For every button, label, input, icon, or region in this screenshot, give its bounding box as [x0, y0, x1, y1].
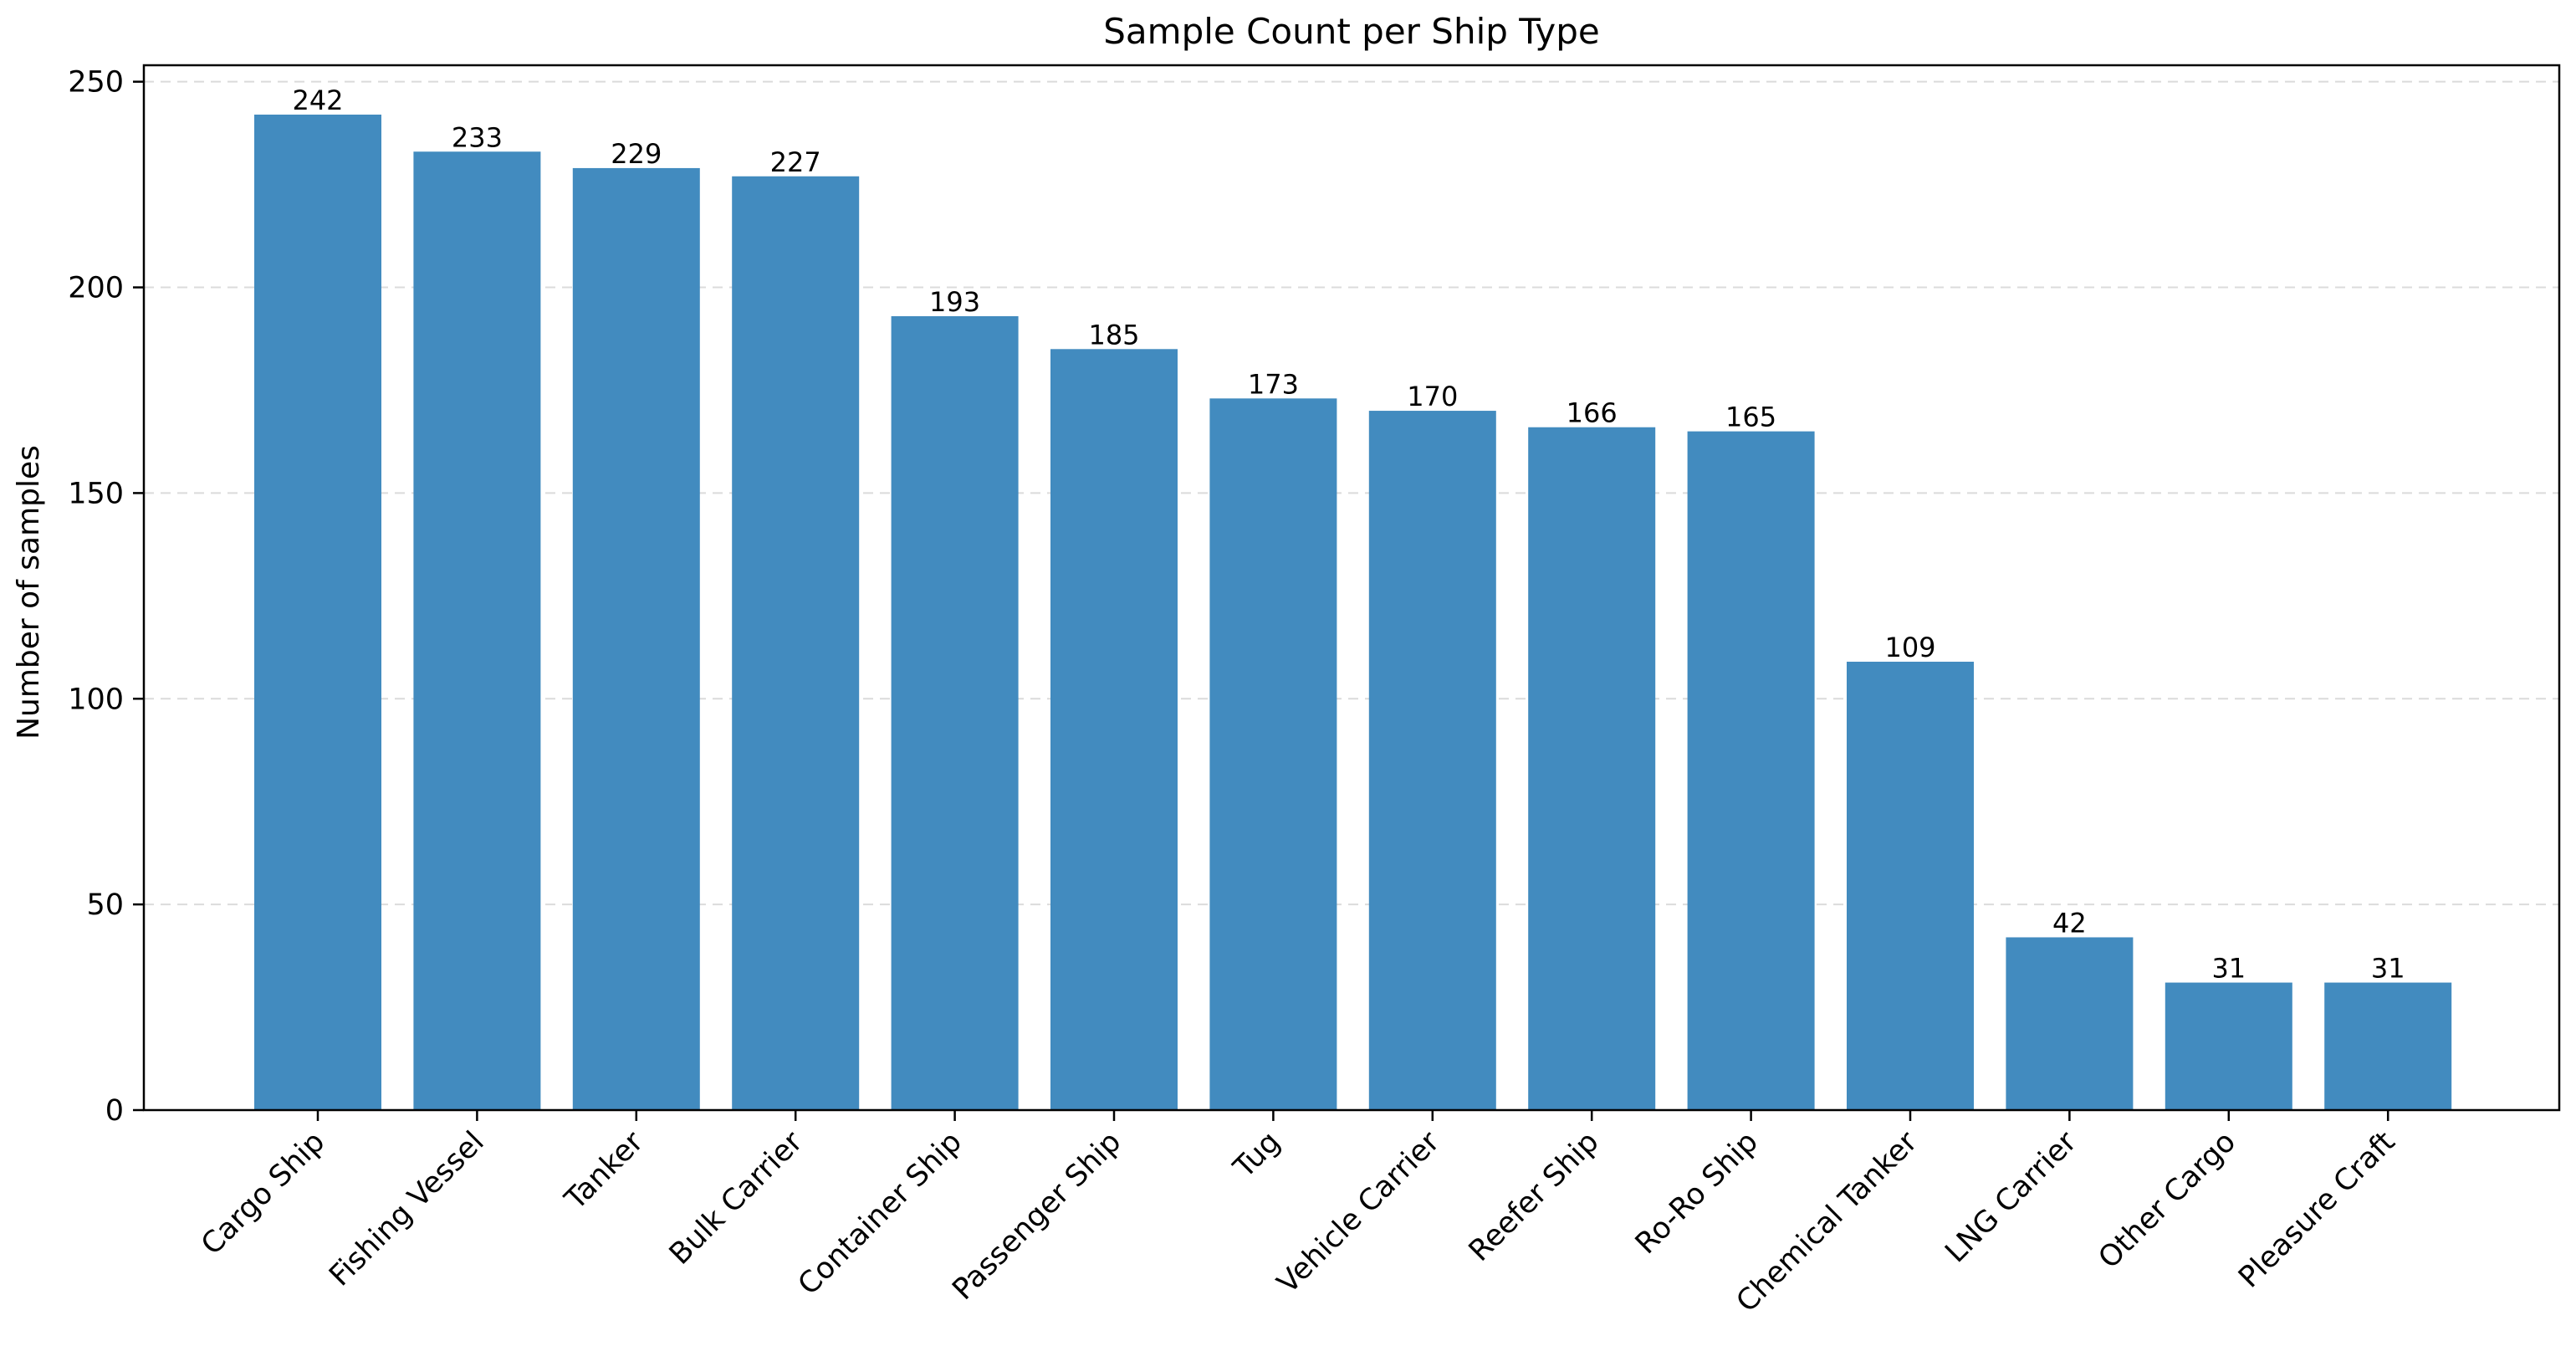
bar: [2006, 937, 2134, 1110]
bar: [891, 315, 1019, 1111]
y-tick-label: 150: [68, 477, 124, 510]
bars: [254, 115, 2452, 1111]
bar-value-label: 242: [292, 84, 343, 116]
bar: [1528, 427, 1656, 1111]
bar: [1209, 398, 1337, 1110]
y-axis-ticks: 0 50 100 150 200 250: [68, 66, 144, 1128]
y-tick-label: 100: [68, 683, 124, 716]
bar-value-label: 185: [1088, 319, 1139, 351]
bar: [2324, 982, 2452, 1110]
bar-value-label: 173: [1248, 368, 1299, 400]
bar-value-label: 233: [452, 121, 503, 153]
bar-value-label: 31: [2371, 953, 2405, 985]
bar: [1050, 349, 1178, 1110]
y-axis-label: Number of samples: [12, 445, 46, 740]
bar: [2165, 982, 2292, 1110]
bar-value-label: 165: [1725, 402, 1776, 433]
bar: [1847, 662, 1974, 1110]
bar: [254, 115, 381, 1111]
bar-value-label: 109: [1884, 632, 1935, 663]
bar: [732, 176, 860, 1111]
bar-value-label: 31: [2211, 953, 2246, 985]
y-tick-label: 250: [68, 66, 124, 100]
bar-value-label: 229: [611, 138, 662, 170]
bar-value-labels: 242 233 229 227 193 185 173 170 166 165 109 42 31 31: [292, 84, 2405, 985]
bar: [1368, 411, 1496, 1110]
bar-value-label: 170: [1407, 381, 1458, 412]
bar-value-label: 166: [1567, 397, 1618, 429]
chart-title: Sample Count per Ship Type: [1103, 11, 1599, 52]
y-tick-label: 200: [68, 272, 124, 305]
bar-value-label: 227: [770, 146, 821, 178]
bar-value-label: 193: [929, 286, 980, 318]
bar-value-label: 42: [2052, 907, 2087, 939]
y-tick-label: 0: [105, 1094, 124, 1128]
bar: [413, 151, 541, 1110]
y-tick-label: 50: [86, 888, 124, 922]
bar: [572, 167, 700, 1110]
plot-area-frame: [142, 64, 2561, 1112]
y-grid: [144, 80, 2559, 906]
bar: [1687, 431, 1815, 1110]
